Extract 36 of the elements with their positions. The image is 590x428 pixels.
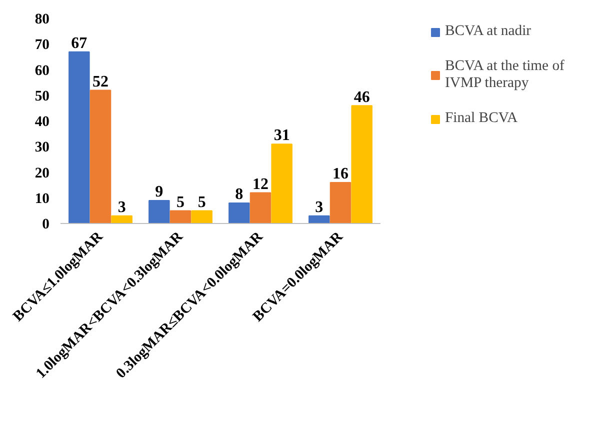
bar bbox=[191, 210, 212, 224]
data-label: 5 bbox=[176, 194, 184, 211]
y-tick-label: 20 bbox=[34, 165, 50, 182]
bar bbox=[351, 105, 372, 224]
data-label: 3 bbox=[118, 198, 126, 216]
y-tick-label: 60 bbox=[34, 62, 50, 79]
y-tick-label: 80 bbox=[34, 12, 50, 28]
y-tick-label: 10 bbox=[34, 190, 50, 207]
bar bbox=[148, 200, 170, 224]
data-label: 16 bbox=[332, 166, 348, 183]
y-tick-label: 0 bbox=[42, 216, 50, 232]
legend-label: BCVA at nadir bbox=[445, 23, 532, 40]
bar bbox=[308, 215, 330, 224]
data-label: 67 bbox=[71, 34, 88, 52]
data-label: 5 bbox=[198, 194, 206, 211]
bar bbox=[68, 51, 90, 224]
legend-label: BCVA at the time of IVMP therapy bbox=[445, 58, 566, 92]
bar bbox=[271, 144, 292, 224]
bar bbox=[330, 182, 352, 224]
data-label: 8 bbox=[235, 186, 244, 204]
legend-label: Final BCVA bbox=[445, 110, 519, 127]
data-label: 12 bbox=[252, 176, 268, 193]
y-tick-label: 70 bbox=[34, 37, 50, 54]
bar bbox=[111, 215, 132, 224]
data-label: 31 bbox=[274, 127, 290, 144]
bar bbox=[250, 192, 272, 224]
y-tick-label: 50 bbox=[34, 88, 50, 104]
data-label: 46 bbox=[354, 88, 370, 106]
bar bbox=[228, 202, 250, 224]
bar bbox=[170, 210, 192, 224]
data-label: 9 bbox=[155, 184, 164, 201]
data-label: 52 bbox=[92, 73, 108, 90]
y-tick-label: 30 bbox=[34, 140, 50, 156]
data-label: 3 bbox=[315, 198, 324, 216]
y-tick-label: 40 bbox=[34, 114, 50, 130]
bar bbox=[90, 90, 112, 224]
